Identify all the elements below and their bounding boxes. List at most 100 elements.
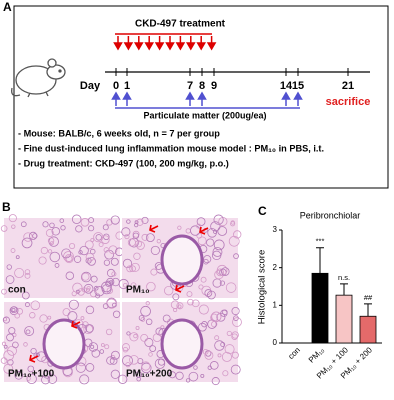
tissue [124,233,130,240]
tissue [30,300,41,311]
tissue [185,378,191,383]
tissue [110,257,119,266]
day-number: 9 [211,80,217,92]
tissue [112,302,117,308]
tissue [136,241,145,250]
tissue [216,268,224,277]
red-arrow [133,36,144,51]
tissue [49,251,61,263]
tissue [177,225,182,230]
tissue [7,345,17,356]
tissue [102,224,109,231]
tissue [203,258,209,265]
tissue [136,376,141,382]
tissue [233,253,239,260]
tissue [219,280,226,286]
y-tick-label: 2 [273,263,278,272]
tissue [217,226,228,236]
tissue [168,371,176,379]
day-label: Day [80,80,101,92]
tissue [149,345,157,352]
tissue [104,344,110,350]
tissue [193,365,198,370]
tissue [81,287,87,293]
bar [335,294,353,344]
tissue [130,282,137,289]
tissue [145,301,150,306]
blue-arrow [111,91,121,106]
tissue [47,249,53,254]
bar [359,315,377,344]
day-number: 21 [342,80,354,92]
tissue [90,344,95,349]
day-ticks: 0 1 7 8 9 14 15 21 [111,68,354,106]
tissue [106,356,115,365]
pointer-arrow [199,226,209,235]
tissue [103,247,110,253]
tissue [204,350,214,360]
tissue [85,305,95,315]
tissue [203,255,212,264]
tissue [233,230,242,239]
error-bar [316,247,324,274]
tissue [29,231,38,240]
tissue [214,335,220,341]
tissue [231,351,239,359]
tissue [111,271,117,277]
image-label: con [8,285,26,296]
tissue [20,221,27,228]
tissue [90,275,98,283]
tissue [6,333,14,342]
tissue [23,232,33,242]
tissue [129,355,139,365]
tissue [93,232,104,243]
tissue [197,236,207,246]
tissue [136,218,144,226]
tissue [162,314,171,323]
tissue [122,355,133,367]
tissue [172,293,180,301]
tissue [42,221,49,228]
tissue [98,242,104,248]
tissue [0,225,8,232]
tissue [204,289,213,297]
tissue [30,347,37,355]
blue-arrow [281,91,291,106]
tissue [72,282,83,293]
tissue [196,223,202,229]
tissue [47,315,52,320]
tissue [118,278,129,290]
tissue [103,259,111,266]
tissue [93,285,99,291]
tissue [60,225,66,231]
treatment-label: CKD-497 treatment [135,19,226,30]
blue-arrow [122,91,132,106]
tissue [12,341,19,349]
tissue [140,305,151,317]
tissue [88,225,95,232]
tissue [150,245,160,256]
tissue [122,343,130,352]
tissue [126,331,131,336]
red-arrow [206,36,217,51]
tissue [225,282,237,293]
tissue [207,365,212,370]
tissue [68,299,79,310]
tissue [10,248,16,253]
tissue [39,314,48,323]
tissue [148,352,153,357]
tissue [29,312,36,319]
tissue [140,333,149,342]
tissue [127,238,136,247]
pointer-arrow [149,224,159,233]
tissue [200,276,207,283]
sacrifice-label: sacrifice [326,96,371,108]
tissue [15,255,20,260]
tissue [8,214,17,223]
tissue [0,357,8,364]
tissue [85,252,95,262]
chart-title: Peribronchiolar [300,210,361,220]
tissue [71,214,82,225]
